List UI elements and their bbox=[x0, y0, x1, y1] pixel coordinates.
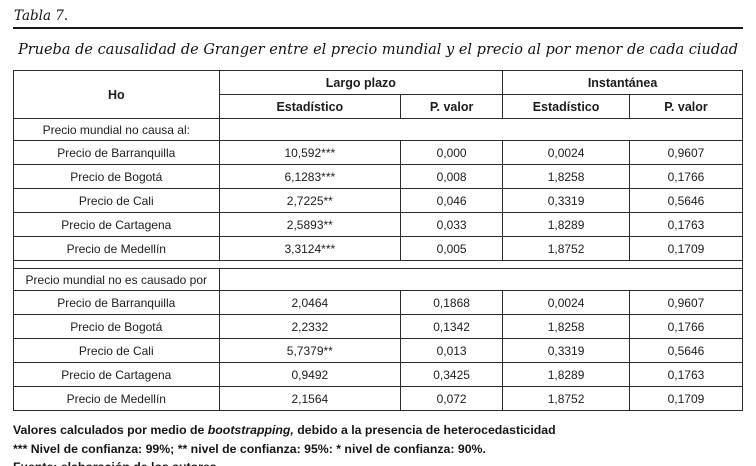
col-header-pvalor-largo: P. valor bbox=[400, 94, 504, 119]
statistic-cell: 1,8752 bbox=[502, 386, 630, 411]
statistic-cell: 2,7225** bbox=[218, 188, 402, 213]
table-row: Precio de Bogotá 6,1283*** 0,008 1,8258 … bbox=[13, 164, 744, 189]
pvalue-cell: 0,1342 bbox=[400, 314, 504, 339]
row-label: Precio de Barranquilla bbox=[13, 290, 220, 315]
statistic-cell: 3,3124*** bbox=[218, 236, 402, 261]
pvalue-cell: 0,1868 bbox=[400, 290, 504, 315]
section-header-row: Precio mundial no causa al: bbox=[13, 118, 744, 141]
statistic-cell: 5,7379** bbox=[218, 338, 402, 363]
statistic-cell: 10,592*** bbox=[218, 140, 402, 165]
section-header-empty-cell bbox=[218, 268, 744, 291]
note-confidence-levels: *** Nivel de confianza: 99%; ** nivel de… bbox=[13, 441, 486, 456]
note-text: Valores calculados por medio de bbox=[13, 423, 208, 437]
pvalue-cell: 0,9607 bbox=[628, 290, 744, 315]
row-label: Precio de Medellín bbox=[13, 236, 220, 261]
row-label: Precio de Barranquilla bbox=[13, 140, 220, 165]
statistic-cell: 1,8289 bbox=[502, 212, 630, 237]
pvalue-cell: 0,033 bbox=[400, 212, 504, 237]
row-label: Precio de Bogotá bbox=[13, 164, 220, 189]
header-row-groups: Ho Largo plazo Instantánea bbox=[13, 70, 743, 119]
table-row: Precio de Bogotá 2,2332 0,1342 1,8258 0,… bbox=[13, 314, 744, 339]
statistic-cell: 0,3319 bbox=[502, 188, 630, 213]
row-label: Precio de Cartagena bbox=[13, 212, 220, 237]
table-row: Precio de Cali 2,7225** 0,046 0,3319 0,5… bbox=[13, 188, 744, 213]
pvalue-cell: 0,1766 bbox=[628, 164, 744, 189]
statistic-cell: 2,1564 bbox=[218, 386, 402, 411]
col-header-pvalor-inst: P. valor bbox=[628, 94, 744, 119]
section-header-label: Precio mundial no causa al: bbox=[13, 118, 220, 141]
col-header-estadistico-largo: Estadístico bbox=[218, 94, 402, 119]
row-label: Precio de Cali bbox=[13, 338, 220, 363]
col-header-estadistico-inst: Estadístico bbox=[502, 94, 630, 119]
pvalue-cell: 0,1763 bbox=[628, 212, 744, 237]
statistic-cell: 0,3319 bbox=[502, 338, 630, 363]
pvalue-cell: 0,013 bbox=[400, 338, 504, 363]
row-label: Precio de Cali bbox=[13, 188, 220, 213]
pvalue-cell: 0,005 bbox=[400, 236, 504, 261]
pvalue-cell: 0,072 bbox=[400, 386, 504, 411]
col-header-largo-plazo: Largo plazo bbox=[218, 70, 504, 95]
col-header-ho: Ho bbox=[13, 70, 220, 119]
statistic-cell: 0,0024 bbox=[502, 140, 630, 165]
section-spacer-row bbox=[13, 260, 743, 269]
pvalue-cell: 0,1763 bbox=[628, 362, 744, 387]
granger-causality-table: Ho Largo plazo Instantánea Estadístico P… bbox=[13, 70, 744, 411]
pvalue-cell: 0,008 bbox=[400, 164, 504, 189]
pvalue-cell: 0,1766 bbox=[628, 314, 744, 339]
table-row: Precio de Barranquilla 2,0464 0,1868 0,0… bbox=[13, 290, 744, 315]
table-row: Precio de Cali 5,7379** 0,013 0,3319 0,5… bbox=[13, 338, 744, 363]
table-row: Precio de Medellín 2,1564 0,072 1,8752 0… bbox=[13, 386, 744, 411]
table-row: Precio de Barranquilla 10,592*** 0,000 0… bbox=[13, 140, 744, 165]
table-row: Precio de Medellín 3,3124*** 0,005 1,875… bbox=[13, 236, 744, 261]
statistic-cell: 0,9492 bbox=[218, 362, 402, 387]
row-label: Precio de Cartagena bbox=[13, 362, 220, 387]
statistic-cell: 1,8752 bbox=[502, 236, 630, 261]
pvalue-cell: 0,9607 bbox=[628, 140, 744, 165]
table-title: Prueba de causalidad de Granger entre el… bbox=[17, 42, 739, 58]
pvalue-cell: 0,000 bbox=[400, 140, 504, 165]
col-header-instantanea: Instantánea bbox=[502, 70, 743, 95]
pvalue-cell: 0,1709 bbox=[628, 386, 744, 411]
note-bootstrapping: Valores calculados por medio de bootstra… bbox=[13, 421, 743, 440]
pvalue-cell: 0,1709 bbox=[628, 236, 744, 261]
note-source: Fuente: elaboración de los autores bbox=[13, 458, 743, 466]
statistic-cell: 2,5893** bbox=[218, 212, 402, 237]
row-label: Precio de Bogotá bbox=[13, 314, 220, 339]
table-row: Precio de Cartagena 2,5893** 0,033 1,828… bbox=[13, 212, 744, 237]
statistic-cell: 6,1283*** bbox=[218, 164, 402, 189]
section-header-empty-cell bbox=[218, 118, 744, 141]
statistic-cell: 1,8258 bbox=[502, 314, 630, 339]
note-text: debido a la presencia de heterocedastici… bbox=[293, 423, 556, 437]
section-header-row: Precio mundial no es causado por bbox=[13, 268, 744, 291]
table-notes: Valores calculados por medio de bootstra… bbox=[13, 421, 743, 466]
header-rule bbox=[13, 27, 743, 29]
note-italic-term: bootstrapping, bbox=[207, 423, 294, 437]
statistic-cell: 1,8289 bbox=[502, 362, 630, 387]
row-label: Precio de Medellín bbox=[13, 386, 220, 411]
table-row: Precio de Cartagena 0,9492 0,3425 1,8289… bbox=[13, 362, 744, 387]
table-number-label: Tabla 7. bbox=[14, 8, 69, 24]
header-row-sub: Estadístico P. valor Estadístico P. valo… bbox=[14, 94, 744, 119]
pvalue-cell: 0,046 bbox=[400, 188, 504, 213]
pvalue-cell: 0,3425 bbox=[400, 362, 504, 387]
pvalue-cell: 0,5646 bbox=[628, 338, 744, 363]
statistic-cell: 1,8258 bbox=[502, 164, 630, 189]
spacer-cell bbox=[13, 260, 743, 269]
statistic-cell: 0,0024 bbox=[502, 290, 630, 315]
section-header-label: Precio mundial no es causado por bbox=[13, 268, 220, 291]
statistic-cell: 2,2332 bbox=[218, 314, 402, 339]
pvalue-cell: 0,5646 bbox=[628, 188, 744, 213]
statistic-cell: 2,0464 bbox=[218, 290, 402, 315]
